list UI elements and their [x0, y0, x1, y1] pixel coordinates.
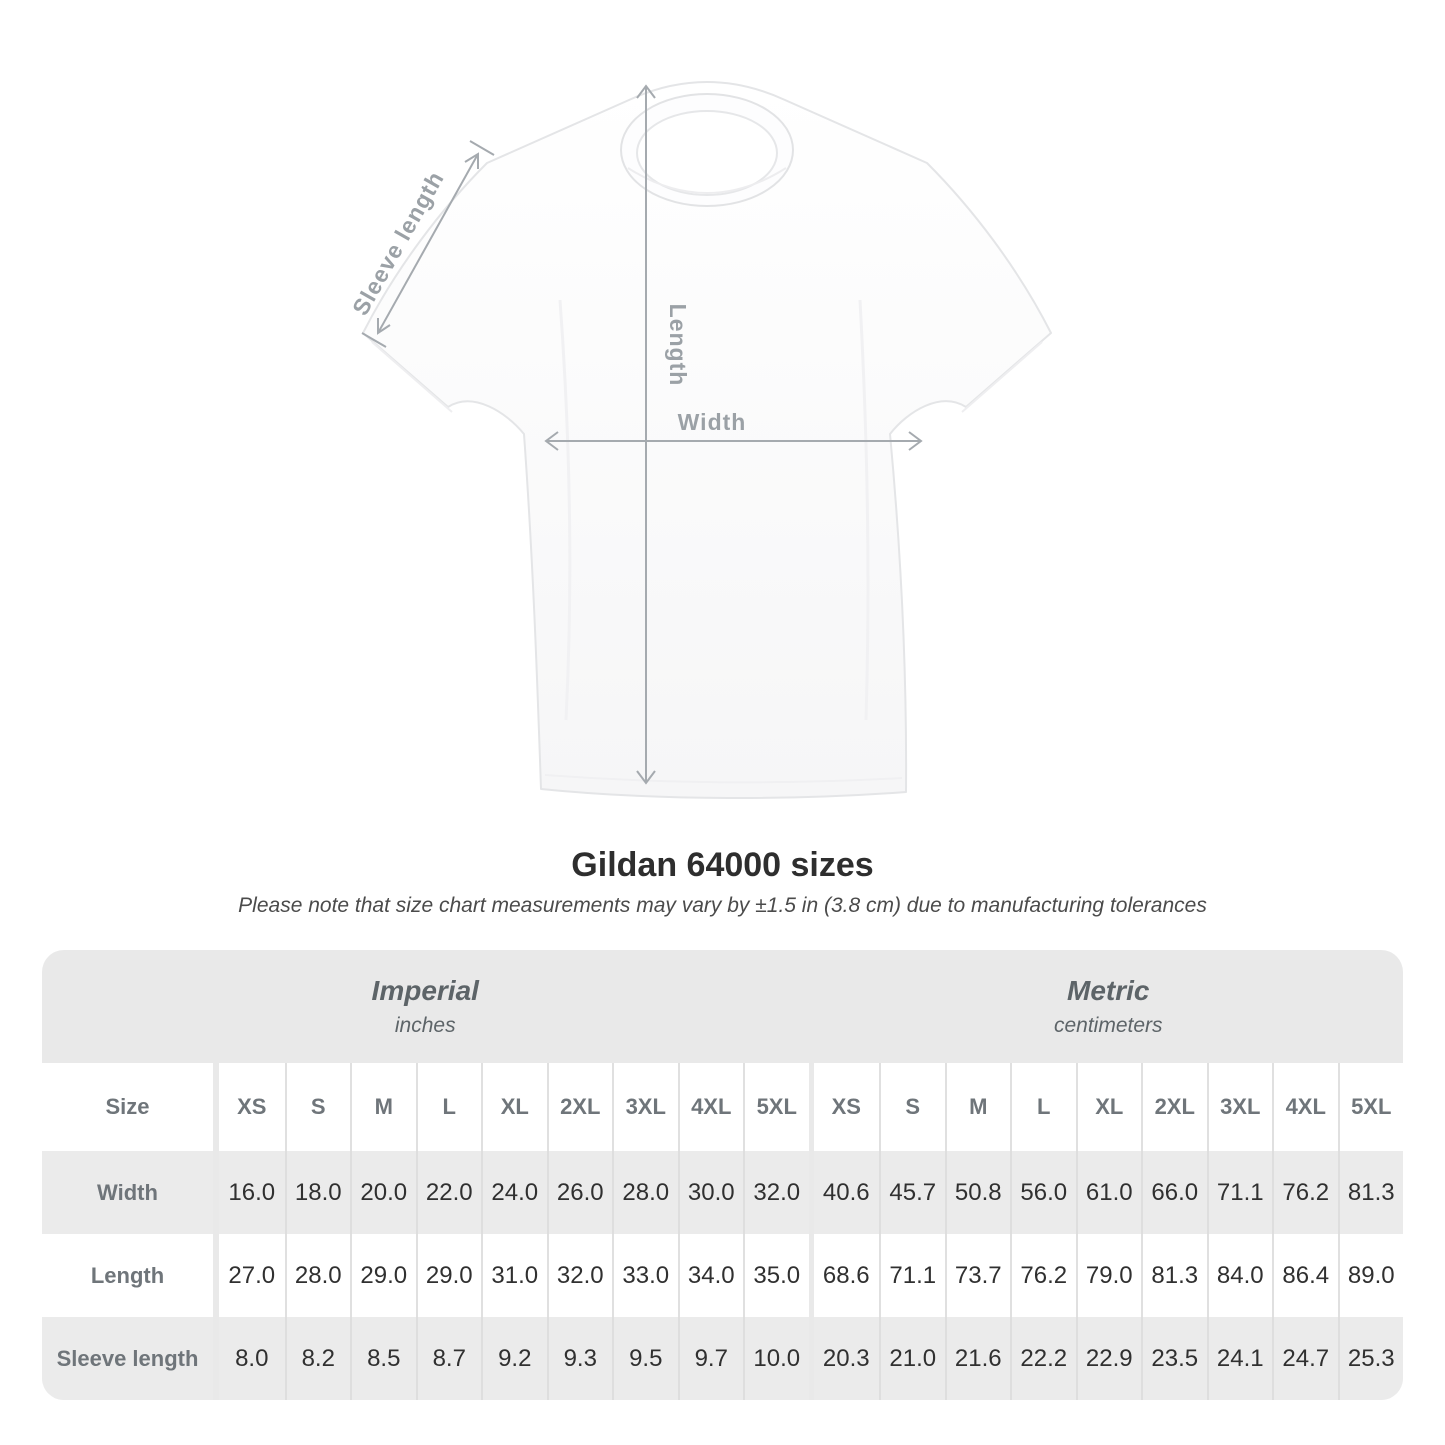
size-col-header-metric-l: L: [1010, 1063, 1076, 1151]
row-label: Length: [42, 1234, 213, 1317]
table-cell: 81.3: [1141, 1234, 1207, 1317]
size-col-header-metric-4xl: 4XL: [1272, 1063, 1338, 1151]
tshirt-svg: Sleeve length Length Width: [347, 81, 1052, 800]
table-cell: 50.8: [944, 1151, 1010, 1234]
table-cell: 9.7: [677, 1317, 743, 1400]
imperial-section-header: Imperial inches: [42, 950, 809, 1063]
table-cell: 27.0: [219, 1234, 285, 1317]
table-cell: 30.0: [677, 1151, 743, 1234]
table-cell: 89.0: [1337, 1234, 1403, 1317]
size-col-header-metric-2xl: 2XL: [1141, 1063, 1207, 1151]
size-column-header: Size: [42, 1063, 213, 1151]
table-cell: 33.0: [612, 1234, 678, 1317]
width-label: Width: [678, 409, 747, 435]
table-cell: 28.0: [284, 1234, 350, 1317]
table-cell: 71.1: [1206, 1151, 1272, 1234]
table-cell: 24.7: [1272, 1317, 1338, 1400]
table-cell: 22.9: [1075, 1317, 1141, 1400]
table-cell: 56.0: [1010, 1151, 1076, 1234]
table-cell: 76.2: [1010, 1234, 1076, 1317]
table-cell: 26.0: [546, 1151, 612, 1234]
size-col-header-metric-5xl: 5XL: [1337, 1063, 1403, 1151]
size-col-header-imperial-4xl: 4XL: [677, 1063, 743, 1151]
table-cell: 25.3: [1337, 1317, 1403, 1400]
size-col-header-metric-m: M: [944, 1063, 1010, 1151]
table-cell: 66.0: [1141, 1151, 1207, 1234]
table-cell: 29.0: [350, 1234, 416, 1317]
table-cell: 10.0: [743, 1317, 809, 1400]
table-cell: 24.1: [1206, 1317, 1272, 1400]
tshirt-measurement-diagram: Sleeve length Length Width: [347, 81, 1052, 800]
table-cell: 9.2: [481, 1317, 547, 1400]
size-col-header-imperial-xl: XL: [481, 1063, 547, 1151]
size-col-header-imperial-3xl: 3XL: [612, 1063, 678, 1151]
size-col-header-metric-xl: XL: [1075, 1063, 1141, 1151]
table-cell: 31.0: [481, 1234, 547, 1317]
size-col-header-imperial-xs: XS: [219, 1063, 285, 1151]
table-cell: 20.3: [813, 1317, 879, 1400]
size-header-row: Size XS S M L XL 2XL 3XL 4XL 5XL XS S M …: [42, 1063, 1403, 1151]
table-cell: 18.0: [284, 1151, 350, 1234]
size-col-header-imperial-m: M: [350, 1063, 416, 1151]
imperial-section-title: Imperial: [371, 975, 479, 1006]
width-dimension-arrow: [544, 431, 923, 451]
size-col-header-metric-s: S: [879, 1063, 945, 1151]
table-cell: 9.5: [612, 1317, 678, 1400]
size-col-header-metric-xs: XS: [813, 1063, 879, 1151]
metric-section-title: Metric: [1067, 975, 1150, 1006]
table-row-sleeve-length: Sleeve length 8.0 8.2 8.5 8.7 9.2 9.3 9.…: [42, 1317, 1403, 1400]
size-col-header-imperial-l: L: [415, 1063, 481, 1151]
table-cell: 79.0: [1075, 1234, 1141, 1317]
table-cell: 9.3: [546, 1317, 612, 1400]
table-cell: 21.0: [879, 1317, 945, 1400]
row-label: Width: [42, 1151, 213, 1234]
metric-section-header: Metric centimeters: [814, 950, 1404, 1063]
table-cell: 21.6: [944, 1317, 1010, 1400]
table-cell: 84.0: [1206, 1234, 1272, 1317]
table-cell: 8.7: [415, 1317, 481, 1400]
table-cell: 76.2: [1272, 1151, 1338, 1234]
page-title: Gildan 64000 sizes: [571, 846, 874, 884]
collar-inner: [636, 110, 778, 196]
table-cell: 32.0: [743, 1151, 809, 1234]
size-col-header-metric-3xl: 3XL: [1206, 1063, 1272, 1151]
table-cell: 22.0: [415, 1151, 481, 1234]
table-cell: 34.0: [677, 1234, 743, 1317]
table-row-length: Length 27.0 28.0 29.0 29.0 31.0 32.0 33.…: [42, 1234, 1403, 1317]
size-col-header-imperial-5xl: 5XL: [743, 1063, 809, 1151]
sleeve-dimension-arrow: [361, 140, 495, 348]
length-label: Length: [665, 304, 691, 387]
table-cell: 40.6: [813, 1151, 879, 1234]
table-cell: 86.4: [1272, 1234, 1338, 1317]
table-cell: 8.5: [350, 1317, 416, 1400]
table-cell: 71.1: [879, 1234, 945, 1317]
table-cell: 8.2: [284, 1317, 350, 1400]
row-label: Sleeve length: [42, 1317, 213, 1400]
length-dimension-arrow: [636, 84, 656, 785]
table-cell: 45.7: [879, 1151, 945, 1234]
table-cell: 16.0: [219, 1151, 285, 1234]
size-col-header-imperial-s: S: [284, 1063, 350, 1151]
table-cell: 22.2: [1010, 1317, 1076, 1400]
table-cell: 81.3: [1337, 1151, 1403, 1234]
metric-section-unit: centimeters: [1053, 1014, 1163, 1037]
table-cell: 8.0: [219, 1317, 285, 1400]
table-cell: 73.7: [944, 1234, 1010, 1317]
size-col-header-imperial-2xl: 2XL: [546, 1063, 612, 1151]
table-cell: 20.0: [350, 1151, 416, 1234]
table-cell: 28.0: [612, 1151, 678, 1234]
table-cell: 23.5: [1141, 1317, 1207, 1400]
table-cell: 32.0: [546, 1234, 612, 1317]
table-row-width: Width 16.0 18.0 20.0 22.0 24.0 26.0 28.0…: [42, 1151, 1403, 1234]
table-cell: 68.6: [813, 1234, 879, 1317]
table-cell: 35.0: [743, 1234, 809, 1317]
table-cell: 24.0: [481, 1151, 547, 1234]
table-cell: 29.0: [415, 1234, 481, 1317]
imperial-section-unit: inches: [394, 1014, 456, 1037]
size-chart-card: Imperial inches Metric centimeters Size …: [42, 950, 1403, 1400]
units-header-row: Imperial inches Metric centimeters: [42, 950, 1403, 1063]
tolerance-note: Please note that size chart measurements…: [238, 894, 1207, 917]
table-cell: 61.0: [1075, 1151, 1141, 1234]
